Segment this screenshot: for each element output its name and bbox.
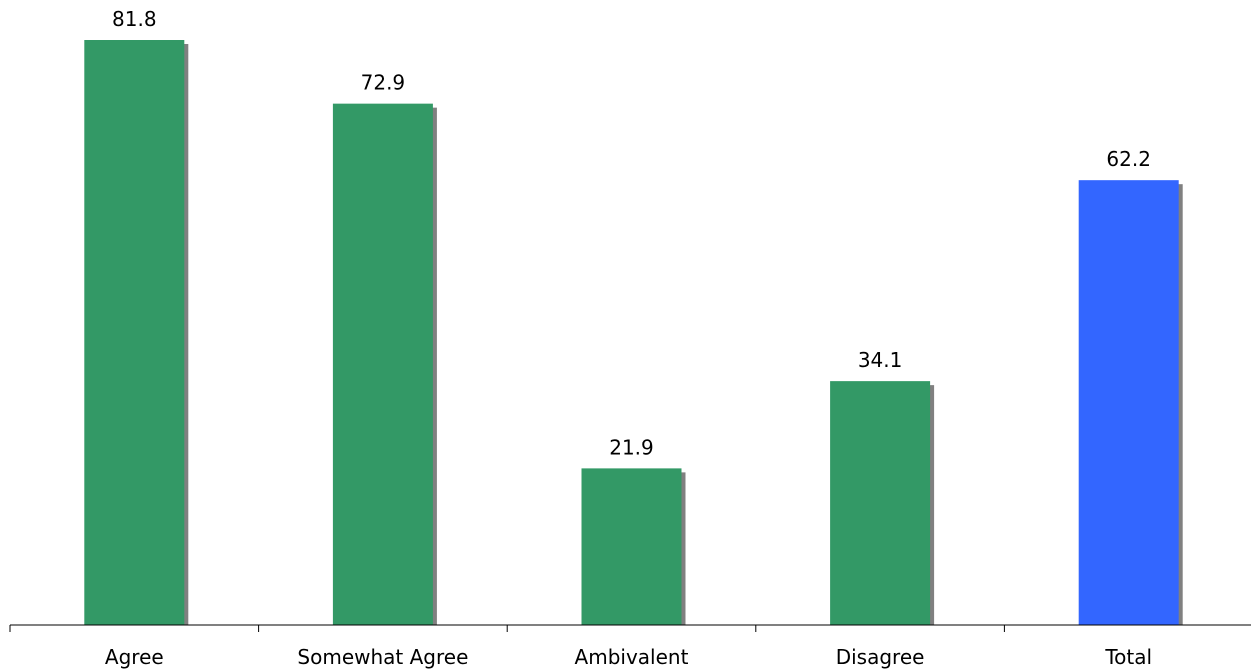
bar-total xyxy=(1078,180,1179,625)
tick-label-disagree: Disagree xyxy=(836,645,925,669)
value-label-total: 62.2 xyxy=(1106,147,1151,171)
x-axis xyxy=(9,624,1251,632)
value-labels-group: 81.8 72.9 21.9 34.1 62.2 xyxy=(112,7,1151,459)
value-label-ambivalent: 21.9 xyxy=(609,435,654,459)
tick-labels-group: Agree Somewhat Agree Ambivalent Disagree Tot… xyxy=(105,645,1152,669)
bar-ambivalent xyxy=(581,468,682,625)
tick-label-total: Total xyxy=(1104,645,1152,669)
bar-agree xyxy=(84,40,185,625)
tick-label-agree: Agree xyxy=(105,645,164,669)
bar-disagree xyxy=(830,381,931,625)
value-label-disagree: 34.1 xyxy=(858,348,903,372)
tick-label-ambivalent: Ambivalent xyxy=(575,645,689,669)
tick-label-somewhat-agree: Somewhat Agree xyxy=(297,645,468,669)
bars-group xyxy=(84,40,1183,625)
value-label-agree: 81.8 xyxy=(112,7,157,31)
bar-somewhat-agree xyxy=(332,103,433,625)
value-label-somewhat-agree: 72.9 xyxy=(361,71,406,95)
